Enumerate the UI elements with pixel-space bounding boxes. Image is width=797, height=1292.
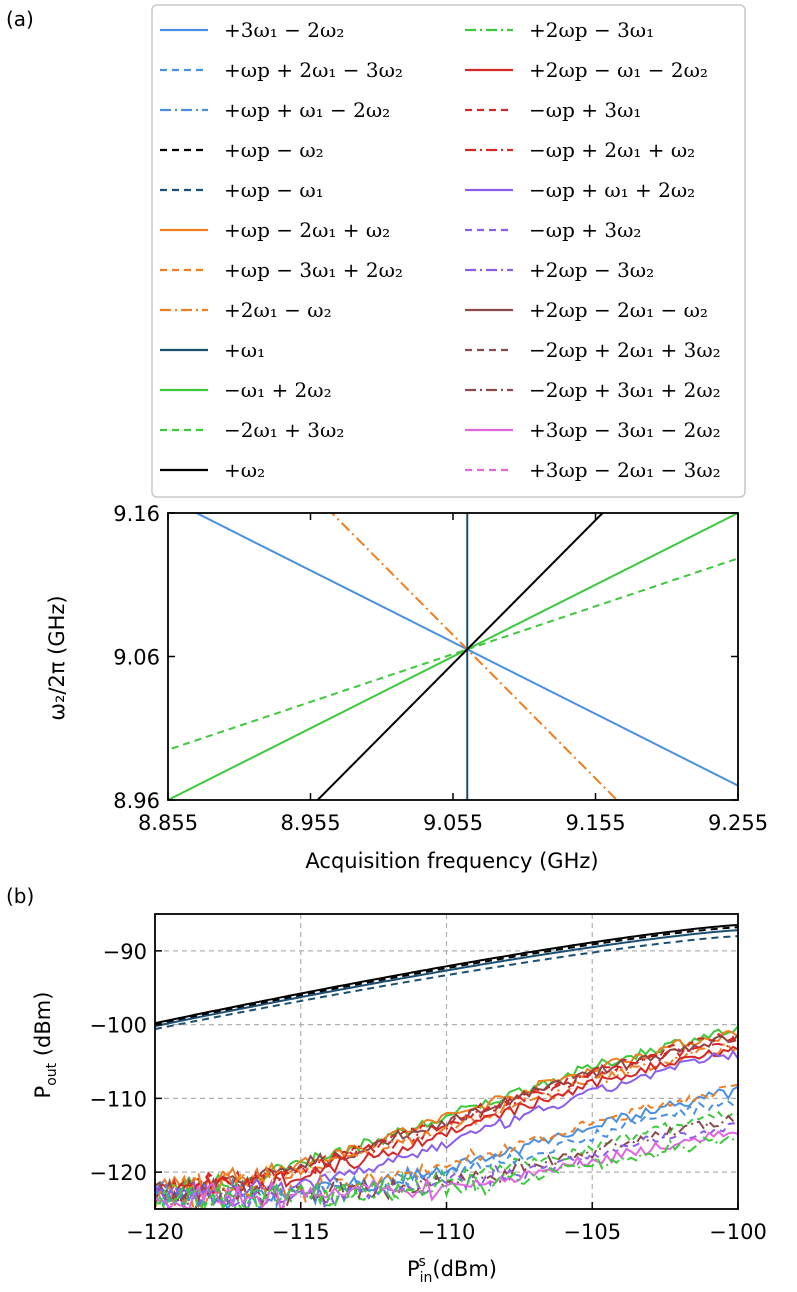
legend-label: +2ωp − 3ω₂ <box>529 258 654 282</box>
legend-label: +ωp − ω₁ <box>224 178 324 202</box>
panel-label-b: (b) <box>6 884 34 908</box>
x-tick-label: −115 <box>272 1220 330 1244</box>
legend-label: +2ωp − 2ω₁ − ω₂ <box>529 298 708 322</box>
x-tick-label: −120 <box>126 1220 184 1244</box>
x-tick-label: 8.855 <box>138 811 198 835</box>
plot-a-area: 8.855 8.955 9.055 9.155 9.255 8.96 9.06 9.16 <box>0 484 797 835</box>
plot-b-area: −120 −115 −110 −105 −100 −90 −100 −110 −120 <box>89 914 767 1244</box>
x-tick-label: 8.955 <box>280 811 340 835</box>
legend-label: +2ωp − 3ω₁ <box>529 18 654 42</box>
series-line <box>111 484 795 828</box>
y-tick-label: −110 <box>89 1087 147 1111</box>
legend-label: −ωp + 2ω₁ + ω₂ <box>529 138 695 162</box>
legend-label: +ωp − ω₂ <box>224 138 324 162</box>
legend-label: −2ωp + 3ω₁ + 2ω₂ <box>529 378 721 402</box>
legend-label: +2ω₁ − ω₂ <box>224 298 332 322</box>
plot-b-xlabel: Pins (dBm) <box>407 1254 497 1286</box>
x-tick-label: −110 <box>418 1220 476 1244</box>
legend-label: +ωp − 3ω₁ + 2ω₂ <box>224 258 403 282</box>
legend-label: +ωp + ω₁ − 2ω₂ <box>224 98 390 122</box>
series-line <box>289 484 631 828</box>
x-tick-label: 9.155 <box>565 811 625 835</box>
legend-label: +ωp − 2ω₁ + ω₂ <box>224 218 390 242</box>
y-tick-label: 9.06 <box>113 646 160 670</box>
legend-label: −2ω₁ + 3ω₂ <box>224 418 344 442</box>
plot-a-xlabel: Acquisition frequency (GHz) <box>305 849 598 873</box>
legend-label: −ω₁ + 2ω₂ <box>224 378 332 402</box>
legend-label: +ω₂ <box>224 458 265 482</box>
legend-label: −ωp + 3ω₁ <box>529 98 641 122</box>
legend-label: +ωp + 2ω₁ − 3ω₂ <box>224 58 403 82</box>
panel-label-a: (a) <box>6 7 34 31</box>
legend-label: −ωp + ω₁ + 2ω₂ <box>529 178 695 202</box>
x-tick-label: 9.055 <box>423 811 483 835</box>
x-tick-label: −105 <box>563 1220 621 1244</box>
x-tick-label: 9.255 <box>708 811 768 835</box>
legend-label: +3ωp − 3ω₁ − 2ω₂ <box>529 418 721 442</box>
y-tick-label: −120 <box>89 1161 147 1185</box>
legend-label: −ωp + 3ω₂ <box>529 218 641 242</box>
y-tick-label: 8.96 <box>113 789 160 813</box>
legend-label: +2ωp − ω₁ − 2ω₂ <box>529 58 708 82</box>
legend-label: +3ω₁ − 2ω₂ <box>224 18 344 42</box>
legend-label: +3ωp − 2ω₁ − 3ω₂ <box>529 458 721 482</box>
plot-b-ylabel: Pout (dBm) <box>31 992 60 1099</box>
y-tick-label: −100 <box>89 1014 147 1038</box>
x-tick-label: −100 <box>709 1220 767 1244</box>
y-tick-label: −90 <box>103 940 147 964</box>
legend-label: −2ωp + 2ω₁ + 3ω₂ <box>529 338 721 362</box>
plot-a-ylabel: ω₂/2π (GHz) <box>45 595 69 720</box>
series-line <box>303 484 645 828</box>
legend-label: +ω₁ <box>224 338 265 362</box>
y-tick-label: 9.16 <box>113 502 160 526</box>
